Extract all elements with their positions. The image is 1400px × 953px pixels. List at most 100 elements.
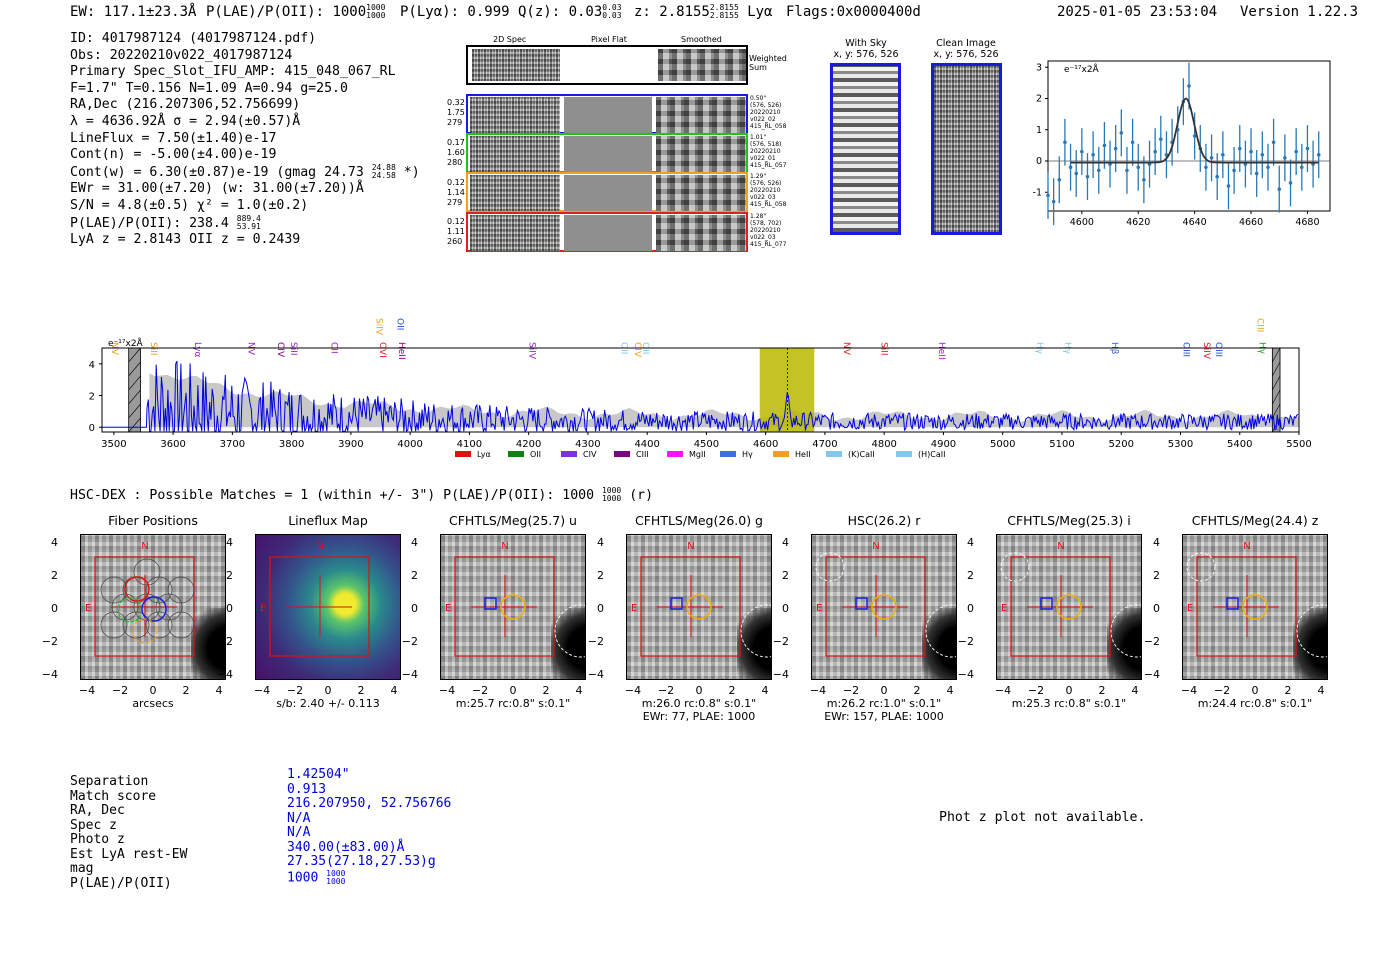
cutout-x-tick: −2 xyxy=(111,684,129,697)
hatch-line xyxy=(128,375,141,391)
data-point xyxy=(1226,184,1231,188)
cutout-x-tick: 0 xyxy=(880,684,888,697)
match-label: Separation xyxy=(70,774,149,789)
bright-source-ellipse xyxy=(1296,604,1327,658)
cutout-y-tick: 2 xyxy=(782,569,789,582)
hatch-line xyxy=(1272,375,1281,391)
cutout-caption: m:24.4 rc:0.8" s:0.1" xyxy=(1197,697,1313,710)
info-primary: Primary Spec_Slot_IFU_AMP: 415_048_067_R… xyxy=(70,64,396,80)
emission-line-label: CIV xyxy=(275,342,285,358)
line-fit-frame xyxy=(1047,60,1331,212)
info-block: ID: 4017987124 (4017987124.pdf) Obs: 202… xyxy=(70,31,420,249)
spec2d-image xyxy=(658,49,746,81)
bright-source-ellipse xyxy=(925,604,956,658)
hatch-line xyxy=(128,361,141,377)
info-sn: S/N = 4.8(±0.5) χ² = 1.0(±0.2) xyxy=(70,197,309,213)
match-label: Est LyA rest-EW xyxy=(70,846,188,862)
data-point xyxy=(1113,146,1118,151)
cutout-x-tick: 2 xyxy=(182,684,190,697)
spec2d-fiber-row xyxy=(466,212,748,252)
bright-source-blob xyxy=(1293,608,1327,679)
spec2d-row-info: 0.50" (576, 526) 20220210 v022_02 415_RL_058 xyxy=(750,95,787,130)
spec2d-image xyxy=(470,136,560,172)
info-lineflux: LineFlux = 7.50(±1.40)e-17 xyxy=(70,130,277,146)
cutout-x-tick: −4 xyxy=(253,684,271,697)
header-version: Version 1.22.3 xyxy=(1240,4,1359,20)
data-point xyxy=(1305,146,1310,151)
info-id: ID: 4017987124 (4017987124.pdf) xyxy=(70,31,317,46)
north-label: N xyxy=(1057,541,1064,552)
cutout-y-tick: 2 xyxy=(411,569,418,582)
info-ewr: EWr = 31.00(±7.20) (w: 31.00(±7.20))Å xyxy=(70,181,364,197)
y-tick-label: 1 xyxy=(1036,125,1042,136)
match-values: 1.42504" 0.913 216.207950, 52.756766 N/A… xyxy=(287,767,451,886)
info-contn: Cont(n) = -5.00(±4.00)e-19 xyxy=(70,147,277,163)
legend-label: HeII xyxy=(795,450,811,459)
legend-swatch xyxy=(896,451,912,457)
cutout-y-tick: 4 xyxy=(967,536,974,549)
data-point xyxy=(1125,168,1129,173)
bright-source-ellipse xyxy=(740,604,771,658)
hatch-line xyxy=(1272,403,1281,419)
x-tick-label: 4900 xyxy=(931,439,956,450)
bright-source-blob xyxy=(737,608,771,679)
data-point xyxy=(1091,152,1095,157)
data-point xyxy=(1294,149,1298,154)
catalog-aperture xyxy=(1242,594,1268,620)
cutout-x-tick: −4 xyxy=(994,684,1012,697)
legend-label: CIV xyxy=(583,450,597,459)
catalog-match-box xyxy=(670,597,683,610)
data-point xyxy=(1057,177,1062,182)
cutout-title: HSC(26.2) r xyxy=(847,513,921,528)
fiber-circle xyxy=(111,593,139,621)
line-fit-plot: e⁻¹⁷x2Å 4600 4620 4640 4660 4680 -1 0 1 2 3 xyxy=(1033,60,1331,228)
x-tick-label: 4600 xyxy=(1070,217,1094,228)
legend-swatch xyxy=(826,451,842,457)
data-point xyxy=(1085,174,1090,179)
spec2d-row-stats: 0.17 1.60 280 xyxy=(447,138,465,167)
spec2d-col-header: Pixel Flat xyxy=(591,35,627,44)
info-contw: Cont(w) = 6.30(±0.87)e-19 (gmag 24.73 24… xyxy=(70,162,420,180)
spec2d-row-info: 1.01" (576, 518) 20220210 v022_01 415_RL_057 xyxy=(750,134,787,169)
spec2d-col-header: Smoothed xyxy=(681,35,722,44)
cutout-y-tick: 2 xyxy=(51,569,58,582)
match-value: 1000 1000 1000 xyxy=(287,868,346,886)
bright-source-blob xyxy=(551,608,585,679)
x-tick-label: 4640 xyxy=(1183,217,1207,228)
cutout-y-tick: −4 xyxy=(41,668,58,681)
x-tick-label: 4000 xyxy=(397,439,422,450)
north-label: N xyxy=(316,541,323,552)
cutout-y-tick: −4 xyxy=(216,668,233,681)
data-point xyxy=(1074,171,1078,176)
hatch-line xyxy=(128,347,141,363)
cutout-title: Lineflux Map xyxy=(288,513,368,528)
spec2d-row-info: 1.28" (578, 702) 20220210 v022_03 415_RL_077 xyxy=(750,213,787,248)
cutout-x-tick: −4 xyxy=(438,684,456,697)
cutout-x-tick: 4 xyxy=(215,684,223,697)
emission-line-label: OIII xyxy=(1213,342,1223,357)
cutout-caption: m:25.3 rc:0.8" s:0.1" xyxy=(1011,697,1127,710)
emission-line-label: OVI xyxy=(377,342,387,358)
cutout-x-tick: 4 xyxy=(1131,684,1139,697)
emission-line-label: NV xyxy=(245,342,255,356)
legend-swatch xyxy=(561,451,577,457)
photz-message: Phot z plot not available. xyxy=(939,810,1146,825)
with-sky-image xyxy=(830,63,901,235)
data-point xyxy=(1283,156,1287,160)
match-value: N/A xyxy=(287,810,311,826)
emission-line-label: Lyα xyxy=(192,342,202,358)
header-datetime: 2025-01-05 23:53:04 xyxy=(1057,4,1218,20)
data-point xyxy=(1204,165,1208,170)
north-label: N xyxy=(687,541,694,552)
spec2d-image xyxy=(564,97,652,133)
cutout-caption-ew: EWr: 77, PLAE: 1000 xyxy=(642,710,756,723)
spec2d-image xyxy=(470,215,560,251)
y-tick-label: 0 xyxy=(89,423,95,434)
x-tick-label: 5100 xyxy=(1049,439,1074,450)
cutout-caption: arcsecs xyxy=(132,697,174,710)
data-point xyxy=(1209,156,1214,160)
hatch-line xyxy=(1272,347,1281,363)
data-point xyxy=(1051,199,1056,204)
